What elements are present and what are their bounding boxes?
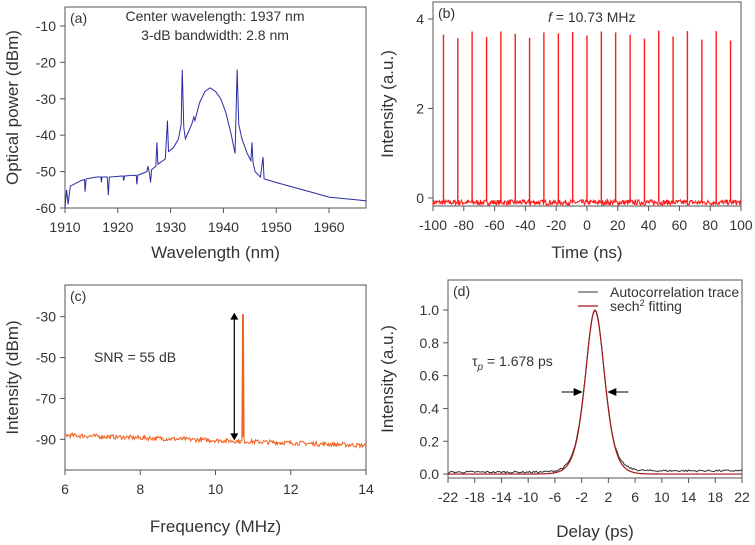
x-tick-label: 1910	[49, 219, 80, 235]
y-tick-label: -30	[36, 91, 56, 107]
x-tick-label: 60	[672, 217, 688, 233]
panel-b: -100 -80 -60 -40 -20 0 20 40 60 80 100 0 2 4 Time (ns)…	[378, 1, 753, 262]
y-tick-label: -10	[36, 18, 56, 34]
annotation-bandwidth: 3-dB bandwidth: 2.8 nm	[141, 27, 289, 43]
plot-frame	[447, 279, 743, 479]
arrow-right-icon	[573, 388, 583, 397]
panel-label: (c)	[70, 288, 86, 304]
x-axis-label: Frequency (MHz)	[150, 517, 281, 536]
x-axis-label: Delay (ps)	[556, 522, 633, 541]
annotation-f-symbol: f	[548, 9, 554, 25]
x-tick-label: 8	[136, 481, 144, 497]
x-tick-label: 10	[208, 481, 224, 497]
y-tick-label: 0	[416, 190, 424, 206]
panel-label: (d)	[453, 283, 470, 299]
y-axis-label: Optical power (dBm)	[3, 30, 22, 185]
panel-a: 1910 1920 1930 1940 1950 1960 -60 -50 -40 -30 -20 -…	[3, 6, 367, 262]
spectrum-line	[64, 69, 367, 209]
y-tick-label: -70	[36, 390, 56, 406]
x-tick-label: -40	[515, 217, 535, 233]
x-tick-label: 1940	[208, 219, 239, 235]
y-tick-label: -50	[36, 350, 56, 366]
x-tick-label: 1950	[261, 219, 292, 235]
x-tick-label: 14	[681, 489, 697, 505]
y-tick-label: 0.0	[420, 466, 440, 482]
x-axis-label: Time (ns)	[551, 243, 622, 262]
y-tick-label: -30	[36, 309, 56, 325]
x-tick-label: 6	[631, 489, 639, 505]
y-axis-label: Intensity (a.u.)	[378, 50, 397, 158]
y-tick-label: -90	[36, 431, 56, 447]
x-tick-label: -22	[438, 489, 458, 505]
arrow-down-icon	[230, 433, 239, 441]
y-tick-label: -20	[36, 54, 56, 70]
arrow-up-icon	[230, 312, 239, 320]
panel-label: (b)	[438, 5, 455, 21]
x-tick-label: 10	[654, 489, 670, 505]
y-tick-label: -50	[36, 164, 56, 180]
x-tick-label: -20	[546, 217, 566, 233]
x-tick-label: 1920	[102, 219, 133, 235]
x-tick-label: 18	[707, 489, 723, 505]
panel-c: 6 8 10 12 14 -90 -70 -50 -30 Frequency (MHz) Inten…	[3, 284, 374, 536]
y-tick-label: 1.0	[420, 302, 440, 318]
x-tick-label: 20	[610, 217, 626, 233]
legend-label-fit: sech2 fitting	[610, 298, 682, 314]
annotation-repetition-rate: f = 10.73 MHz	[548, 9, 636, 25]
plot-frame	[64, 6, 367, 209]
y-tick-label: 4	[416, 11, 424, 27]
y-tick-label: 0.4	[420, 400, 440, 416]
x-tick-label: 40	[641, 217, 657, 233]
arrow-left-icon	[607, 388, 617, 397]
y-axis-label: Intensity (dBm)	[3, 320, 22, 434]
x-tick-label: 1960	[313, 219, 344, 235]
rf-spectrum-line	[64, 314, 367, 450]
x-axis-label: Wavelength (nm)	[151, 243, 280, 262]
y-tick-label: -60	[36, 200, 56, 216]
x-tick-label: -80	[454, 217, 474, 233]
x-tick-label: -14	[491, 489, 511, 505]
x-tick-label: 14	[358, 481, 374, 497]
y-tick-label: -40	[36, 127, 56, 143]
x-tick-label: 1930	[155, 219, 186, 235]
y-tick-label: 0.2	[420, 433, 440, 449]
annotation-pulse-width: τp = 1.678 ps	[472, 353, 553, 373]
panel-d: -22 -18 -14 -10 -6 -2 2 6 10 14 18 220.00.20.40.60.…	[378, 279, 750, 541]
plot-frame	[64, 284, 367, 471]
x-tick-label: 100	[729, 217, 753, 233]
x-tick-label: 6	[61, 481, 69, 497]
annotation-snr: SNR = 55 dB	[94, 349, 176, 365]
x-tick-label: -100	[419, 217, 447, 233]
x-tick-label: -18	[465, 489, 485, 505]
autocorrelation-trace-line	[447, 309, 743, 474]
x-tick-label: 80	[702, 217, 718, 233]
x-tick-label: -6	[549, 489, 562, 505]
x-tick-label: 12	[283, 481, 299, 497]
annotation-center-wavelength: Center wavelength: 1937 nm	[126, 8, 305, 24]
legend-label-trace: Autocorrelation trace	[610, 284, 739, 300]
x-tick-label: 22	[734, 489, 750, 505]
y-tick-label: 2	[416, 100, 424, 116]
sech2-fit-line	[448, 309, 742, 475]
annotation-f-value: = 10.73 MHz	[552, 9, 636, 25]
x-tick-label: 2	[604, 489, 612, 505]
x-tick-label: 0	[583, 217, 591, 233]
panel-label: (a)	[70, 10, 87, 26]
y-tick-label: 0.6	[420, 368, 440, 384]
x-tick-label: -10	[518, 489, 538, 505]
x-tick-label: -2	[575, 489, 588, 505]
y-axis-label: Intensity (a.u.)	[378, 325, 397, 433]
y-tick-label: 0.8	[420, 335, 440, 351]
x-tick-label: -60	[484, 217, 504, 233]
